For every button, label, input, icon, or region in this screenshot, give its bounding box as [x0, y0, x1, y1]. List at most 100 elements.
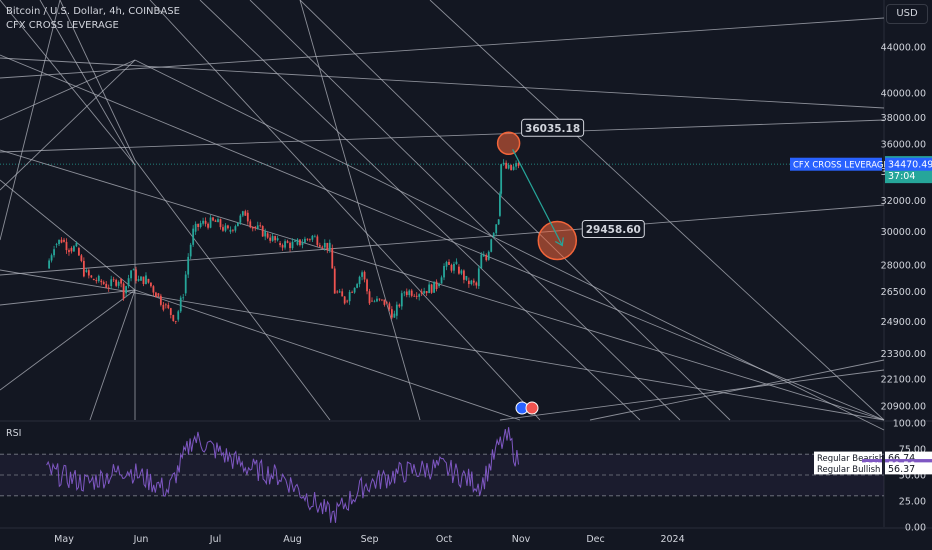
candle-body [388, 303, 391, 310]
fan-line-17[interactable] [149, 0, 541, 421]
candle-body [363, 271, 366, 280]
projection-arrow[interactable] [512, 149, 563, 246]
fan-line-7[interactable] [0, 0, 136, 166]
fan-line-27[interactable] [589, 359, 885, 421]
price-axis[interactable]: 44000.0040000.0038000.0036000.0034000.00… [790, 43, 932, 413]
fan-line-10[interactable] [0, 59, 136, 191]
candle-body [269, 237, 272, 241]
fan-line-5[interactable] [0, 54, 885, 421]
candle-body [373, 301, 376, 303]
candle-body [251, 227, 254, 229]
candle-body [499, 193, 501, 216]
candle-body [246, 212, 249, 222]
candle-body [264, 230, 267, 237]
fan-line-23[interactable] [134, 59, 885, 431]
rsi-pane[interactable]: RSI 100.00 75.00 50.00 25.00 0.00 Regular Bear… [0, 419, 932, 534]
candle-body [179, 297, 182, 312]
candle-body [271, 236, 274, 241]
price-tick-label: 36000.00 [881, 139, 926, 150]
candle-body [125, 286, 127, 294]
fan-line-20[interactable] [299, 0, 731, 421]
candle-body [102, 282, 105, 284]
candle-body [120, 278, 123, 284]
candle-body [199, 223, 202, 228]
fan-line-4[interactable] [0, 149, 885, 421]
fan-line-9[interactable] [0, 59, 136, 121]
candle-body [313, 236, 316, 238]
symbol-title: Bitcoin / U.S. Dollar, 4h, COINBASE [6, 6, 180, 17]
time-axis[interactable]: May Jun Jul Aug Sep Oct Nov Dec 2024 [54, 534, 684, 545]
candle-body [48, 260, 50, 269]
gann-fan-lines[interactable] [0, 0, 885, 431]
candle-body [78, 248, 80, 256]
price-tick-label: 32000.00 [881, 196, 926, 207]
time-tick-label: Jul [209, 534, 221, 545]
indicator-title: CFX CROSS LEVERAGE [6, 20, 119, 31]
candle-body [346, 300, 349, 302]
indicator-value-badge[interactable] [885, 157, 932, 171]
fan-line-0[interactable] [0, 17, 885, 79]
fan-line-26[interactable] [499, 369, 885, 421]
currency-button[interactable]: USD [886, 4, 928, 24]
price-tick-label: 44000.00 [881, 43, 926, 54]
fan-line-3[interactable] [0, 204, 885, 276]
candle-body [73, 246, 75, 252]
candle-body [184, 274, 187, 294]
candle-body [63, 239, 65, 242]
fan-line-22[interactable] [134, 289, 521, 421]
fan-line-24[interactable] [429, 0, 885, 421]
time-tick-label: Nov [512, 534, 531, 545]
candle-body [410, 290, 413, 296]
rsi-title: RSI [6, 428, 21, 439]
fan-line-13[interactable] [89, 289, 136, 421]
candle-body [445, 261, 448, 267]
annotation-label-low-box[interactable] [581, 219, 645, 238]
candle-body [453, 263, 455, 271]
candle-body [512, 166, 515, 170]
rsi-band-value-badge[interactable] [885, 462, 932, 475]
fan-line-12[interactable] [0, 179, 136, 291]
fan-line-21[interactable] [299, 0, 421, 421]
candle-body [90, 275, 93, 278]
candle-body [107, 287, 110, 289]
indicator-name-badge[interactable] [790, 157, 882, 171]
fan-line-15[interactable] [134, 159, 331, 421]
target-circle-low[interactable] [537, 220, 578, 261]
candle-body [87, 270, 90, 276]
candle-body [254, 226, 257, 229]
rsi-band-name-badge[interactable] [814, 462, 882, 475]
candle-body [261, 226, 264, 237]
candle-body [383, 299, 386, 305]
fan-line-2[interactable] [0, 119, 885, 153]
fan-line-16[interactable] [59, 0, 136, 161]
candle-body [321, 246, 324, 248]
time-tick-label: Oct [436, 534, 453, 545]
candle-body [174, 320, 177, 322]
fan-line-6[interactable] [0, 269, 885, 421]
fan-line-14[interactable] [0, 289, 136, 391]
candle-body [281, 245, 284, 248]
fan-line-28[interactable] [39, 0, 136, 166]
fan-line-18[interactable] [199, 0, 641, 421]
annotation-label-high-box[interactable] [521, 118, 585, 137]
candle-body [159, 295, 162, 305]
candle-body [361, 272, 363, 277]
fan-line-25[interactable] [0, 0, 61, 241]
indicator-value-label: 34470.49 [888, 160, 932, 171]
candle-body [371, 300, 373, 302]
candle-body [381, 299, 383, 301]
annotations[interactable]: 36035.18 29458.60 [496, 118, 645, 415]
target-circle-high[interactable] [496, 131, 521, 156]
candle-body [497, 219, 500, 225]
candle-body [465, 275, 468, 280]
candle-body [82, 260, 85, 277]
candle-body [507, 164, 510, 169]
event-flag-icon[interactable] [525, 401, 539, 415]
rsi-band-value: 66.74 [888, 453, 915, 464]
fan-line-11[interactable] [0, 289, 136, 306]
candle-body [500, 164, 503, 194]
candle-body [212, 217, 214, 221]
fan-line-19[interactable] [249, 0, 681, 421]
